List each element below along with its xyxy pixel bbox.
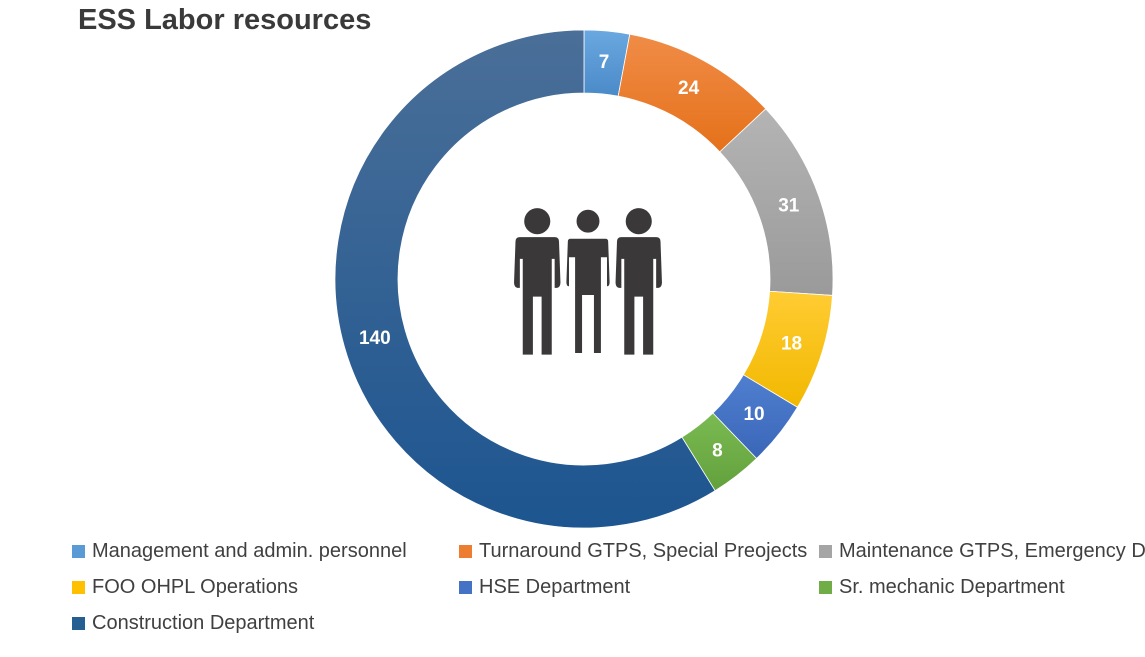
legend-swatch: [459, 544, 472, 558]
legend-item-foo-ohpl-operations: FOO OHPL Operations: [72, 574, 298, 600]
data-label-turnaround-gtps-special-preojects: 24: [678, 78, 700, 99]
data-label-sr-mechanic-department: 8: [712, 440, 723, 461]
legend-swatch: [459, 580, 472, 594]
data-label-foo-ohpl-operations: 18: [781, 334, 802, 355]
legend-item-management-and-admin-personnel: Management and admin. personnel: [72, 538, 407, 564]
people-group-icon: [514, 206, 662, 357]
data-label-maintenance-gtps-emergency-d: 31: [778, 195, 800, 216]
legend-item-hse-department: HSE Department: [459, 574, 630, 600]
legend-item-sr-mechanic-department: Sr. mechanic Department: [819, 574, 1065, 600]
slice-construction-department: [334, 29, 716, 529]
legend-label: Turnaround GTPS, Special Preojects: [479, 540, 808, 562]
data-label-hse-department: 10: [743, 404, 764, 425]
legend-swatch: [72, 616, 85, 630]
donut-chart: 7 24 31 18 10 8 140: [334, 29, 834, 529]
data-label-construction-department: 140: [359, 328, 391, 349]
legend-item-construction-department: Construction Department: [72, 610, 314, 636]
legend-swatch: [819, 580, 832, 594]
legend-label: Construction Department: [92, 612, 315, 634]
legend-swatch: [72, 580, 85, 594]
legend-label: Maintenance GTPS, Emergency D: [839, 540, 1145, 562]
legend-item-maintenance-gtps-emergency-d: Maintenance GTPS, Emergency D: [819, 538, 1145, 564]
legend-swatch: [72, 544, 85, 558]
slice-maintenance-gtps-emergency-d: [719, 108, 834, 296]
legend-swatch: [819, 544, 832, 558]
legend-label: FOO OHPL Operations: [92, 576, 298, 598]
legend-label: HSE Department: [479, 576, 631, 598]
legend-label: Sr. mechanic Department: [839, 576, 1065, 598]
chart-legend: Management and admin. personnel Turnaroun…: [72, 538, 1145, 648]
legend-item-turnaround-gtps-special-preojects: Turnaround GTPS, Special Preojects: [459, 538, 807, 564]
legend-label: Management and admin. personnel: [92, 540, 407, 562]
chart-title: ESS Labor resources: [78, 4, 372, 36]
data-label-management-and-admin-personnel: 7: [599, 52, 610, 73]
